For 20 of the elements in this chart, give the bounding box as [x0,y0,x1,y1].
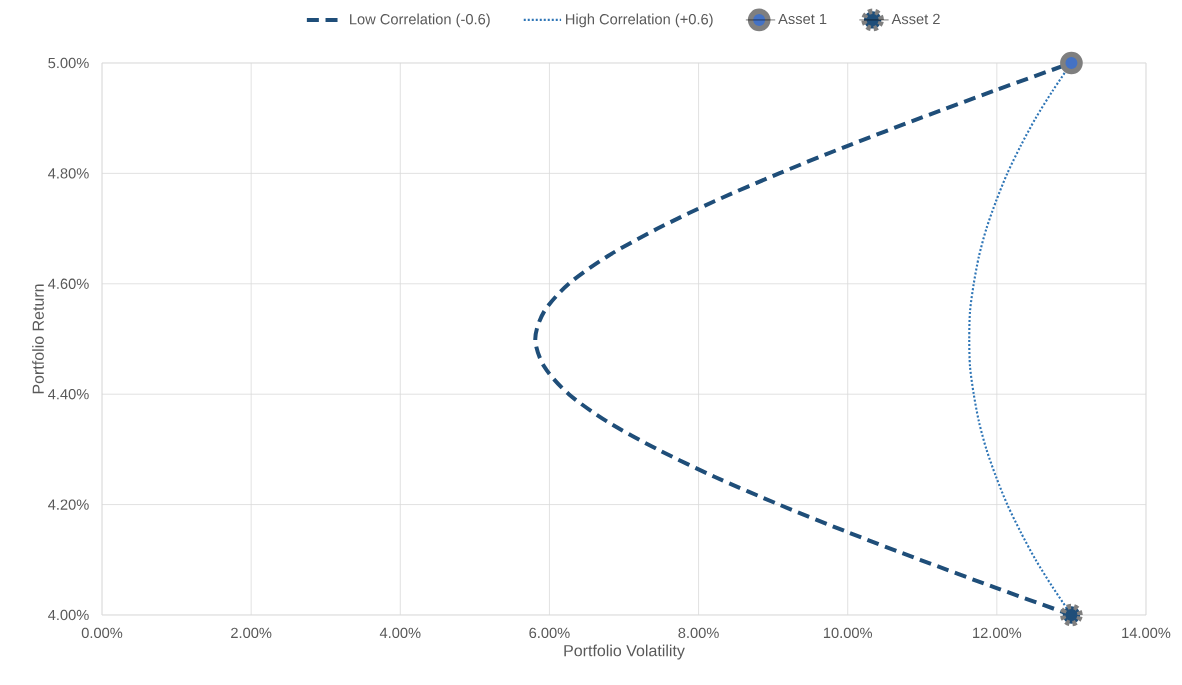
x-tick-label: 2.00% [231,627,272,639]
x-axis-title: Portfolio Volatility [564,644,685,660]
x-tick-label: 14.00% [1122,627,1171,639]
x-tick-label: 4.00% [379,627,421,639]
y-tick-label: 4.80% [48,168,89,179]
legend-label: High Correlation (+0.6) [566,13,713,28]
y-tick-label: 4.40% [48,389,89,400]
x-tick-label: 12.00% [973,627,1022,639]
x-tick-label: 8.00% [678,627,719,639]
y-tick-label: 4.20% [48,499,89,510]
legend-label: Asset 1 [778,13,827,25]
legend-label: Low Correlation (-0.6) [350,13,490,28]
x-tick-label: 6.00% [529,627,570,639]
x-tick-label: 0.00% [81,627,123,639]
y-tick-label: 4.60% [48,278,89,289]
y-tick-label: 5.00% [48,57,89,69]
x-tick-label: 10.00% [823,627,873,639]
legend-label: Asset 2 [891,13,940,25]
y-axis-title: Portfolio Return [32,284,44,394]
y-tick-label: 4.00% [48,609,89,621]
